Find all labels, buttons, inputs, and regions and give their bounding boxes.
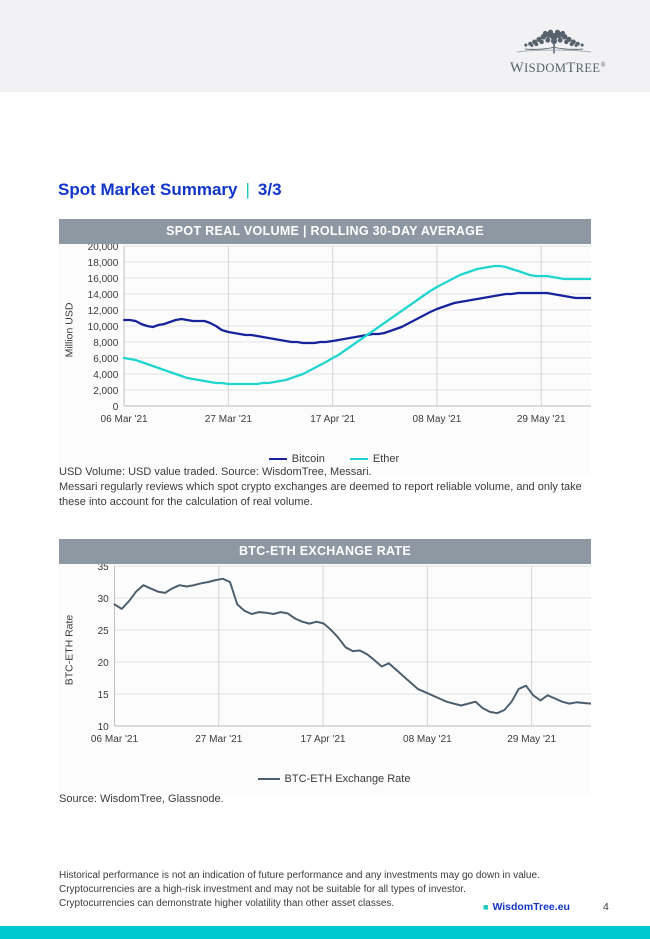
svg-text:06 Mar '21: 06 Mar '21 xyxy=(91,734,138,745)
svg-text:Million USD: Million USD xyxy=(65,303,76,358)
svg-text:14,000: 14,000 xyxy=(88,290,119,301)
svg-text:17 Apr '21: 17 Apr '21 xyxy=(301,734,346,745)
svg-text:25: 25 xyxy=(98,626,109,637)
svg-text:20,000: 20,000 xyxy=(88,244,119,253)
svg-text:BTC-ETH Rate: BTC-ETH Rate xyxy=(65,614,76,685)
svg-text:15: 15 xyxy=(98,690,109,701)
svg-text:2,000: 2,000 xyxy=(93,386,118,397)
svg-text:16,000: 16,000 xyxy=(88,274,119,285)
svg-text:20: 20 xyxy=(98,658,109,669)
svg-text:08 May '21: 08 May '21 xyxy=(403,734,452,745)
svg-text:27 Mar '21: 27 Mar '21 xyxy=(195,734,242,745)
svg-text:18,000: 18,000 xyxy=(88,258,119,269)
svg-text:08 May '21: 08 May '21 xyxy=(413,414,462,425)
svg-text:30: 30 xyxy=(98,594,109,605)
svg-text:8,000: 8,000 xyxy=(93,338,118,349)
svg-text:29 May '21: 29 May '21 xyxy=(517,414,566,425)
svg-text:27 Mar '21: 27 Mar '21 xyxy=(205,414,252,425)
svg-text:29 May '21: 29 May '21 xyxy=(507,734,556,745)
svg-text:35: 35 xyxy=(98,564,109,573)
svg-text:06 Mar '21: 06 Mar '21 xyxy=(101,414,148,425)
svg-text:0: 0 xyxy=(113,402,119,413)
svg-text:4,000: 4,000 xyxy=(93,370,118,381)
svg-text:12,000: 12,000 xyxy=(88,306,119,317)
svg-text:10: 10 xyxy=(98,722,109,733)
svg-text:6,000: 6,000 xyxy=(93,354,118,365)
svg-text:10,000: 10,000 xyxy=(88,322,119,333)
svg-text:17 Apr '21: 17 Apr '21 xyxy=(310,414,355,425)
